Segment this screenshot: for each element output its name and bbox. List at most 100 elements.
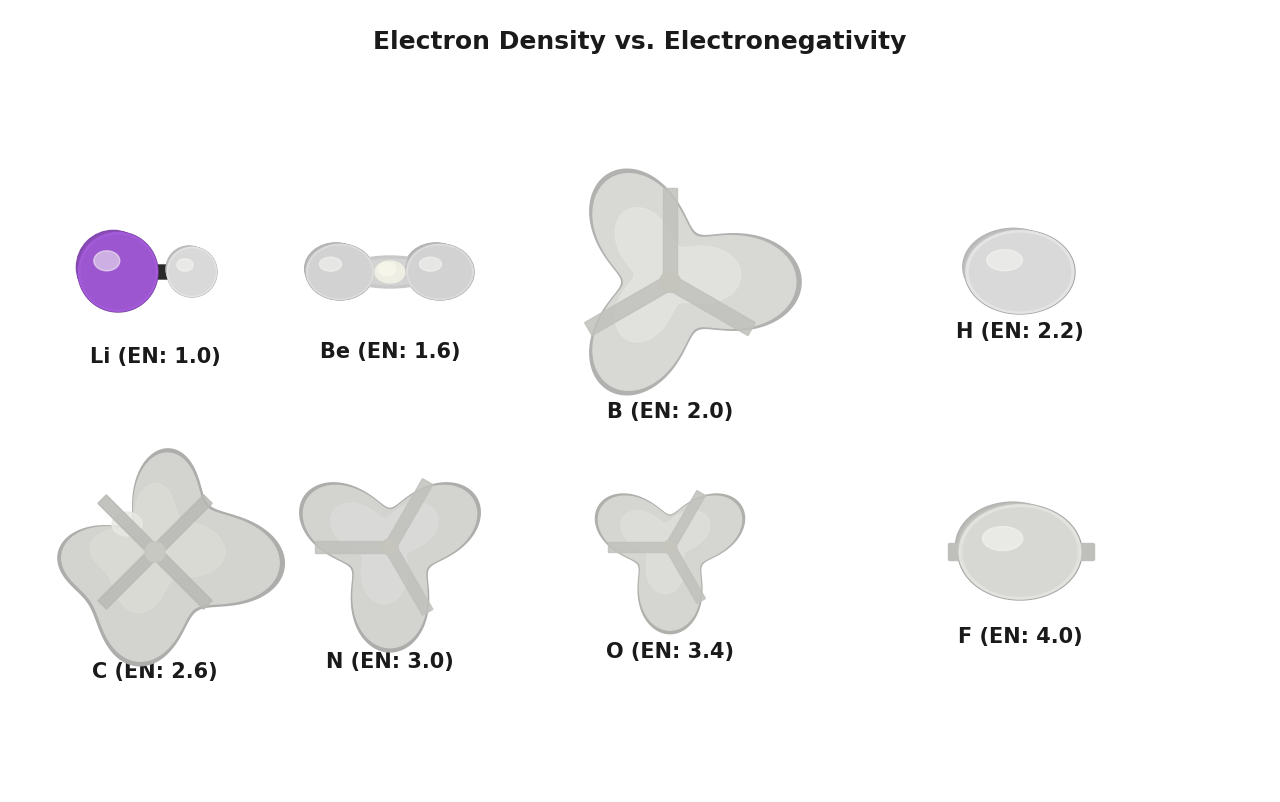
FancyBboxPatch shape [332,265,358,279]
Polygon shape [303,485,476,648]
Polygon shape [330,503,438,604]
Ellipse shape [407,245,474,299]
Ellipse shape [959,504,1075,594]
Ellipse shape [966,231,1071,311]
Ellipse shape [77,231,151,306]
Ellipse shape [305,243,369,295]
Polygon shape [300,483,480,652]
Ellipse shape [959,505,1080,599]
Ellipse shape [965,230,1069,310]
Polygon shape [90,484,225,613]
Ellipse shape [77,230,150,304]
Ellipse shape [308,246,371,298]
FancyBboxPatch shape [948,544,978,561]
Ellipse shape [177,259,193,271]
Ellipse shape [406,244,470,296]
Ellipse shape [306,244,369,296]
Ellipse shape [166,247,214,294]
Polygon shape [666,545,705,603]
Polygon shape [616,208,741,342]
Ellipse shape [113,512,142,536]
FancyBboxPatch shape [422,265,451,279]
Ellipse shape [79,233,156,310]
Polygon shape [585,276,673,335]
Ellipse shape [381,539,398,555]
Polygon shape [595,494,745,634]
Ellipse shape [965,229,1068,308]
Ellipse shape [407,245,471,298]
Ellipse shape [663,541,677,554]
Ellipse shape [406,244,470,297]
Ellipse shape [79,233,157,311]
Ellipse shape [956,503,1071,592]
Ellipse shape [320,257,342,271]
Polygon shape [97,495,159,557]
Polygon shape [663,188,677,282]
Polygon shape [385,479,433,550]
Ellipse shape [965,230,1075,314]
Ellipse shape [960,505,1080,598]
Ellipse shape [166,247,218,297]
Ellipse shape [963,508,1076,596]
Polygon shape [590,169,801,395]
Ellipse shape [966,231,1073,312]
Ellipse shape [960,505,1078,597]
Polygon shape [666,491,705,549]
Text: C (EN: 2.6): C (EN: 2.6) [92,662,218,682]
Ellipse shape [969,233,1070,310]
Ellipse shape [166,246,212,293]
Ellipse shape [404,243,467,294]
Ellipse shape [1002,537,1028,557]
Ellipse shape [306,245,371,298]
Polygon shape [599,496,741,630]
Ellipse shape [964,229,1066,307]
Ellipse shape [375,261,404,283]
Ellipse shape [169,249,215,295]
Ellipse shape [307,245,372,298]
Polygon shape [61,453,279,661]
Ellipse shape [966,231,1074,313]
FancyBboxPatch shape [118,265,192,279]
Ellipse shape [957,504,1082,600]
Ellipse shape [960,505,1079,598]
Text: Electron Density vs. Electronegativity: Electron Density vs. Electronegativity [374,30,906,54]
Ellipse shape [168,248,216,296]
Ellipse shape [305,243,367,294]
Polygon shape [385,544,433,615]
Ellipse shape [957,504,1074,593]
Ellipse shape [659,272,681,293]
Ellipse shape [168,248,216,297]
Ellipse shape [966,231,1070,310]
Text: Li (EN: 1.0): Li (EN: 1.0) [90,347,220,367]
Polygon shape [593,174,796,391]
Ellipse shape [983,527,1023,550]
Ellipse shape [955,502,1070,590]
Ellipse shape [966,231,1073,312]
Polygon shape [151,495,212,557]
Ellipse shape [307,245,374,299]
Text: F (EN: 4.0): F (EN: 4.0) [957,627,1083,647]
Ellipse shape [378,262,396,276]
Ellipse shape [306,244,374,300]
Ellipse shape [81,235,155,309]
Ellipse shape [966,231,1074,313]
Ellipse shape [78,233,154,307]
Polygon shape [315,541,390,553]
Polygon shape [608,542,669,552]
FancyBboxPatch shape [1065,544,1094,561]
Polygon shape [97,548,159,610]
Ellipse shape [307,245,371,298]
Ellipse shape [306,244,370,297]
Ellipse shape [406,243,468,295]
Polygon shape [667,276,755,335]
Ellipse shape [168,248,215,295]
Ellipse shape [307,245,372,299]
Ellipse shape [168,247,214,294]
Polygon shape [151,548,212,610]
Ellipse shape [168,247,215,295]
FancyBboxPatch shape [1000,264,1039,280]
Ellipse shape [307,245,372,299]
Ellipse shape [959,504,1076,596]
Ellipse shape [78,233,155,309]
Ellipse shape [343,256,438,288]
